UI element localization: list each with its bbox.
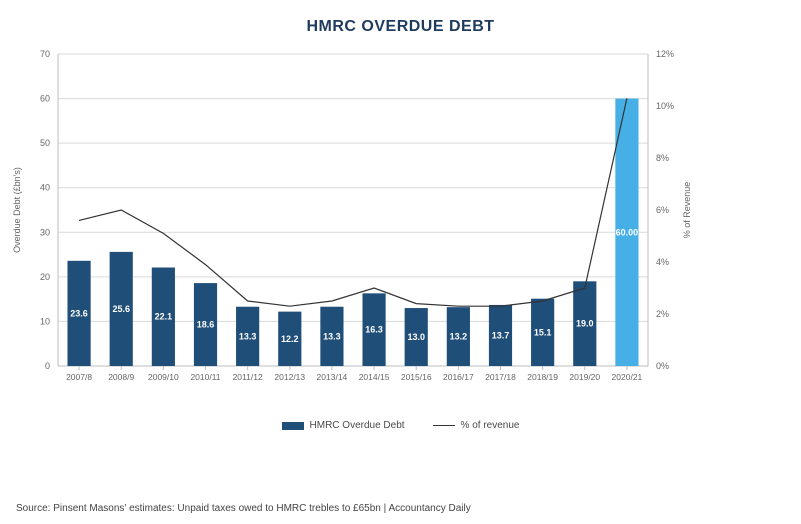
svg-text:2%: 2% xyxy=(656,309,669,319)
x-tick-label: 2014/15 xyxy=(359,372,390,382)
svg-text:Overdue Debt (£bn's): Overdue Debt (£bn's) xyxy=(12,167,22,253)
legend-bar-label: HMRC Overdue Debt xyxy=(310,420,405,431)
bar-label: 23.6 xyxy=(70,308,88,318)
svg-text:60: 60 xyxy=(40,94,50,104)
svg-text:8%: 8% xyxy=(656,153,669,163)
x-tick-label: 2016/17 xyxy=(443,372,474,382)
legend-bar-swatch xyxy=(282,422,304,430)
bar-label: 13.3 xyxy=(239,331,257,341)
svg-text:6%: 6% xyxy=(656,205,669,215)
chart-title: HMRC OVERDUE DEBT xyxy=(0,0,801,44)
svg-text:50: 50 xyxy=(40,138,50,148)
bar-label: 12.2 xyxy=(281,334,299,344)
svg-text:70: 70 xyxy=(40,49,50,59)
svg-text:10: 10 xyxy=(40,316,50,326)
svg-text:30: 30 xyxy=(40,227,50,237)
x-tick-label: 2017/18 xyxy=(485,372,516,382)
x-tick-label: 2007/8 xyxy=(66,372,92,382)
svg-text:20: 20 xyxy=(40,272,50,282)
svg-text:0: 0 xyxy=(45,361,50,371)
chart-area: 0 10 20 30 40 50 60 70 0% 2% 4% 6% 8% 10% 12% Overdue D… xyxy=(0,44,801,414)
x-tick-label: 2012/13 xyxy=(274,372,305,382)
x-tick-label: 2010/11 xyxy=(190,372,220,382)
legend: HMRC Overdue Debt % of revenue xyxy=(0,420,801,431)
x-tick-label: 2020/21 xyxy=(612,372,643,382)
legend-item-line: % of revenue xyxy=(433,420,520,431)
bar-label: 13.7 xyxy=(492,330,510,340)
svg-text:0%: 0% xyxy=(656,361,669,371)
source-text: Source: Pinsent Masons' estimates: Unpai… xyxy=(16,503,471,514)
svg-text:% of Revenue: % of Revenue xyxy=(682,182,692,239)
bar-label: 13.2 xyxy=(450,332,468,342)
svg-text:10%: 10% xyxy=(656,101,674,111)
x-tick-label: 2011/12 xyxy=(233,372,263,382)
bar-label: 22.1 xyxy=(155,312,173,322)
x-tick-label: 2013/14 xyxy=(317,372,348,382)
bar-label: 13.3 xyxy=(323,331,341,341)
legend-line-swatch xyxy=(433,425,455,426)
bar-label: 25.6 xyxy=(112,304,130,314)
bar-label: 13.0 xyxy=(407,332,425,342)
bar-label: 60.00 xyxy=(616,227,639,237)
legend-line-label: % of revenue xyxy=(461,420,520,431)
x-tick-label: 2018/19 xyxy=(527,372,558,382)
bar-label: 16.3 xyxy=(365,325,383,335)
svg-text:4%: 4% xyxy=(656,257,669,267)
x-tick-label: 2008/9 xyxy=(108,372,134,382)
bar-label: 18.6 xyxy=(197,320,215,330)
svg-text:40: 40 xyxy=(40,183,50,193)
x-tick-label: 2009/10 xyxy=(148,372,179,382)
legend-item-bar: HMRC Overdue Debt xyxy=(282,420,405,431)
bar-label: 15.1 xyxy=(534,327,552,337)
x-tick-label: 2015/16 xyxy=(401,372,432,382)
chart-svg: 0 10 20 30 40 50 60 70 0% 2% 4% 6% 8% 10% 12% Overdue D… xyxy=(0,44,700,414)
svg-text:12%: 12% xyxy=(656,49,674,59)
bar-label: 19.0 xyxy=(576,319,594,329)
x-tick-label: 2019/20 xyxy=(569,372,600,382)
